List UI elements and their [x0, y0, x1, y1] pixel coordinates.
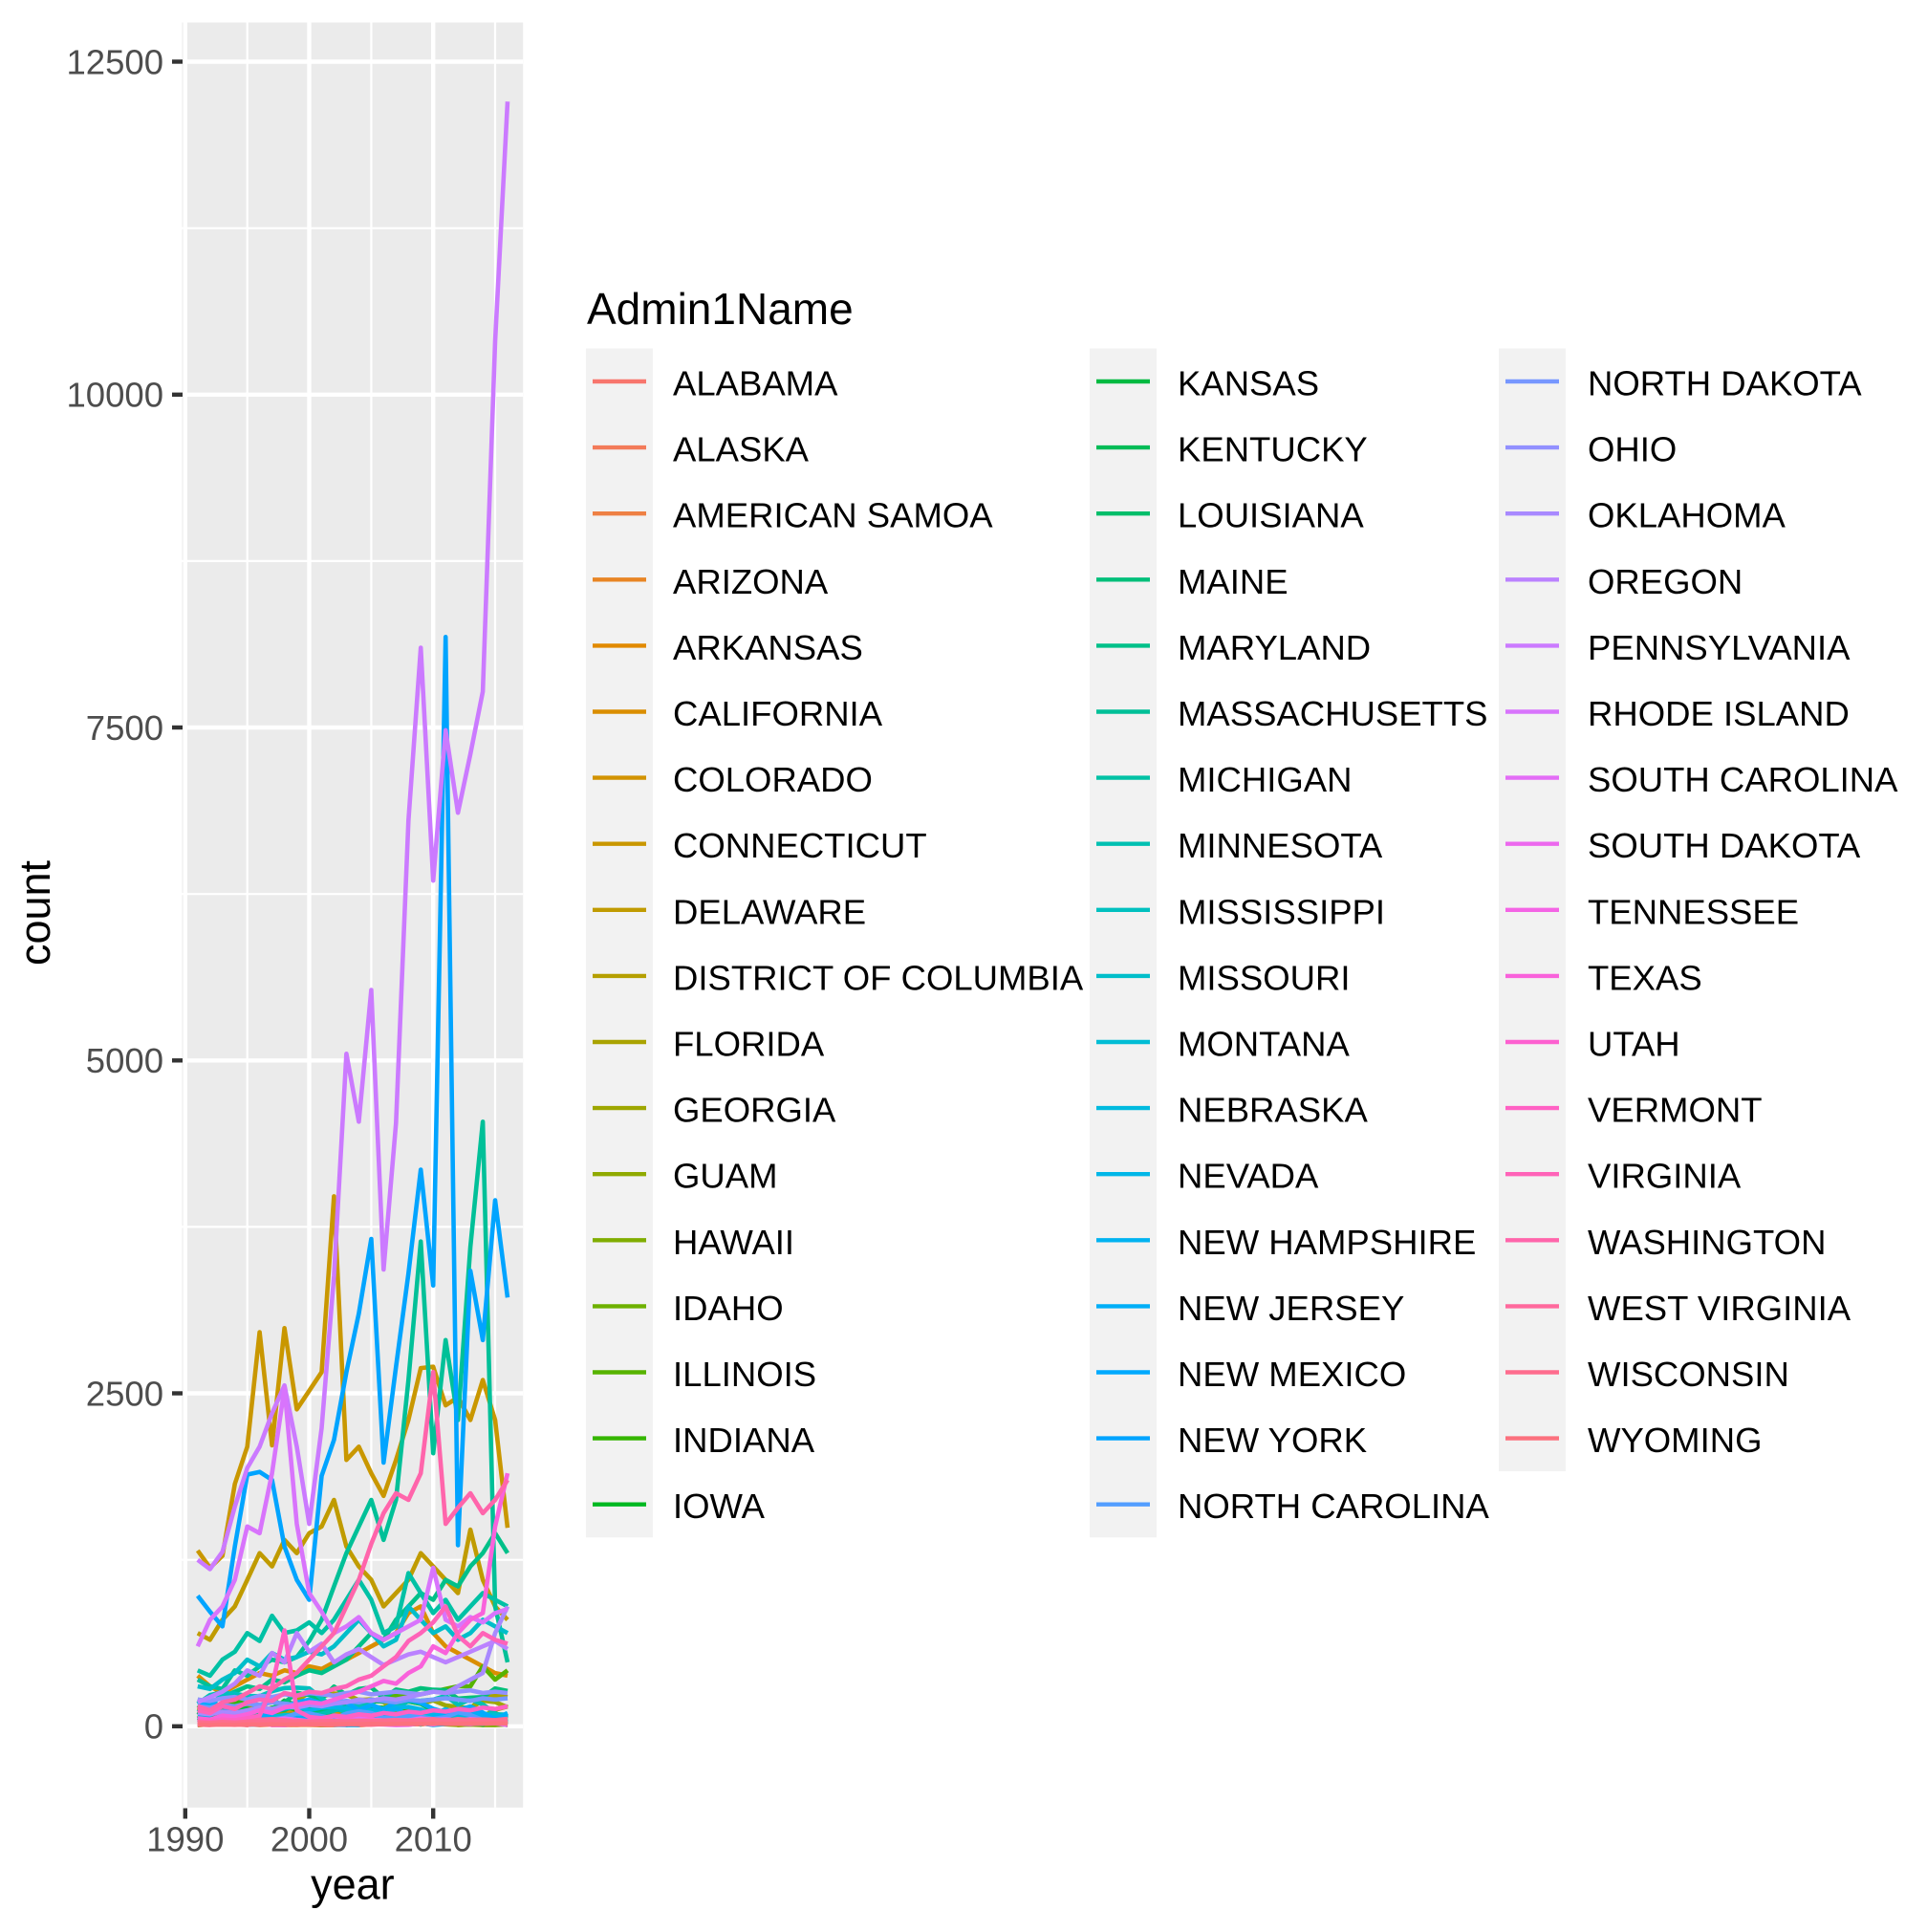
svg-text:count: count: [11, 859, 59, 966]
svg-text:KENTUCKY: KENTUCKY: [1178, 430, 1368, 469]
svg-text:2010: 2010: [395, 1820, 472, 1859]
svg-text:MONTANA: MONTANA: [1178, 1025, 1350, 1064]
svg-text:PENNSYLVANIA: PENNSYLVANIA: [1588, 628, 1851, 667]
svg-text:DISTRICT OF COLUMBIA: DISTRICT OF COLUMBIA: [673, 958, 1084, 997]
svg-text:ARIZONA: ARIZONA: [673, 562, 829, 601]
svg-text:MISSISSIPPI: MISSISSIPPI: [1178, 892, 1385, 931]
svg-text:GUAM: GUAM: [673, 1157, 778, 1196]
svg-text:5000: 5000: [86, 1041, 163, 1080]
svg-text:HAWAII: HAWAII: [673, 1223, 794, 1262]
svg-text:7500: 7500: [86, 708, 163, 748]
svg-text:DELAWARE: DELAWARE: [673, 892, 866, 931]
svg-text:NEW MEXICO: NEW MEXICO: [1178, 1355, 1406, 1394]
svg-text:OREGON: OREGON: [1588, 562, 1743, 601]
svg-text:10000: 10000: [67, 376, 164, 415]
svg-text:IDAHO: IDAHO: [673, 1289, 784, 1328]
svg-text:MISSOURI: MISSOURI: [1178, 958, 1351, 997]
svg-text:NEW JERSEY: NEW JERSEY: [1178, 1289, 1404, 1328]
svg-text:NORTH DAKOTA: NORTH DAKOTA: [1588, 364, 1862, 403]
svg-text:MAINE: MAINE: [1178, 562, 1288, 601]
svg-text:LOUISIANA: LOUISIANA: [1178, 496, 1364, 535]
svg-text:COLORADO: COLORADO: [673, 760, 873, 799]
svg-text:MARYLAND: MARYLAND: [1178, 628, 1371, 667]
svg-text:MINNESOTA: MINNESOTA: [1178, 826, 1383, 865]
svg-text:VIRGINIA: VIRGINIA: [1588, 1157, 1742, 1196]
svg-text:INDIANA: INDIANA: [673, 1421, 815, 1460]
svg-text:NEW YORK: NEW YORK: [1178, 1421, 1367, 1460]
svg-text:SOUTH DAKOTA: SOUTH DAKOTA: [1588, 826, 1861, 865]
svg-text:12500: 12500: [67, 42, 164, 81]
svg-text:RHODE ISLAND: RHODE ISLAND: [1588, 694, 1850, 733]
svg-text:KANSAS: KANSAS: [1178, 364, 1319, 403]
svg-text:AMERICAN SAMOA: AMERICAN SAMOA: [673, 496, 993, 535]
svg-text:WEST VIRGINIA: WEST VIRGINIA: [1588, 1289, 1851, 1328]
svg-text:WASHINGTON: WASHINGTON: [1588, 1223, 1826, 1262]
svg-text:NEW HAMPSHIRE: NEW HAMPSHIRE: [1178, 1223, 1476, 1262]
svg-text:TENNESSEE: TENNESSEE: [1588, 892, 1799, 931]
svg-text:ALASKA: ALASKA: [673, 430, 810, 469]
svg-text:0: 0: [144, 1707, 163, 1747]
svg-text:UTAH: UTAH: [1588, 1025, 1680, 1064]
svg-text:WYOMING: WYOMING: [1588, 1421, 1762, 1460]
svg-text:TEXAS: TEXAS: [1588, 958, 1702, 997]
svg-text:MASSACHUSETTS: MASSACHUSETTS: [1178, 694, 1488, 733]
svg-text:ILLINOIS: ILLINOIS: [673, 1355, 816, 1394]
svg-text:IOWA: IOWA: [673, 1487, 766, 1526]
svg-text:year: year: [311, 1860, 395, 1909]
svg-text:NEBRASKA: NEBRASKA: [1178, 1091, 1368, 1130]
svg-text:VERMONT: VERMONT: [1588, 1091, 1763, 1130]
svg-text:Admin1Name: Admin1Name: [587, 284, 854, 334]
svg-text:GEORGIA: GEORGIA: [673, 1091, 836, 1130]
svg-text:CALIFORNIA: CALIFORNIA: [673, 694, 883, 733]
svg-text:OKLAHOMA: OKLAHOMA: [1588, 496, 1786, 535]
svg-text:2000: 2000: [271, 1820, 348, 1859]
svg-text:MICHIGAN: MICHIGAN: [1178, 760, 1353, 799]
svg-text:OHIO: OHIO: [1588, 430, 1677, 469]
svg-text:CONNECTICUT: CONNECTICUT: [673, 826, 927, 865]
svg-text:NEVADA: NEVADA: [1178, 1157, 1319, 1196]
svg-text:NORTH CAROLINA: NORTH CAROLINA: [1178, 1487, 1489, 1526]
svg-text:ARKANSAS: ARKANSAS: [673, 628, 863, 667]
svg-text:1990: 1990: [146, 1820, 224, 1859]
svg-text:ALABAMA: ALABAMA: [673, 364, 838, 403]
svg-text:SOUTH CAROLINA: SOUTH CAROLINA: [1588, 760, 1898, 799]
svg-text:FLORIDA: FLORIDA: [673, 1025, 825, 1064]
svg-text:2500: 2500: [86, 1375, 163, 1414]
svg-text:WISCONSIN: WISCONSIN: [1588, 1355, 1789, 1394]
